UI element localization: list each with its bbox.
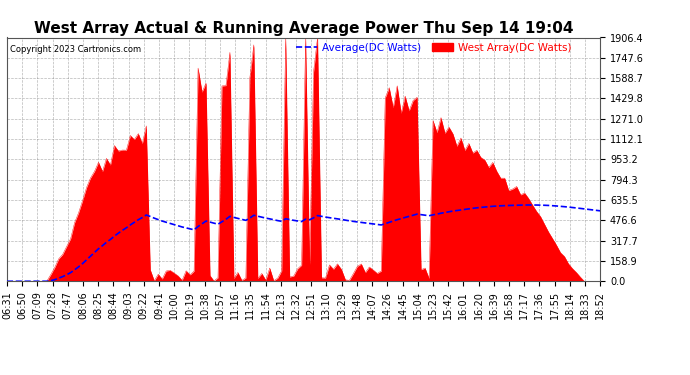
Title: West Array Actual & Running Average Power Thu Sep 14 19:04: West Array Actual & Running Average Powe…	[34, 21, 573, 36]
Legend: Average(DC Watts), West Array(DC Watts): Average(DC Watts), West Array(DC Watts)	[296, 43, 571, 53]
Text: Copyright 2023 Cartronics.com: Copyright 2023 Cartronics.com	[10, 45, 141, 54]
